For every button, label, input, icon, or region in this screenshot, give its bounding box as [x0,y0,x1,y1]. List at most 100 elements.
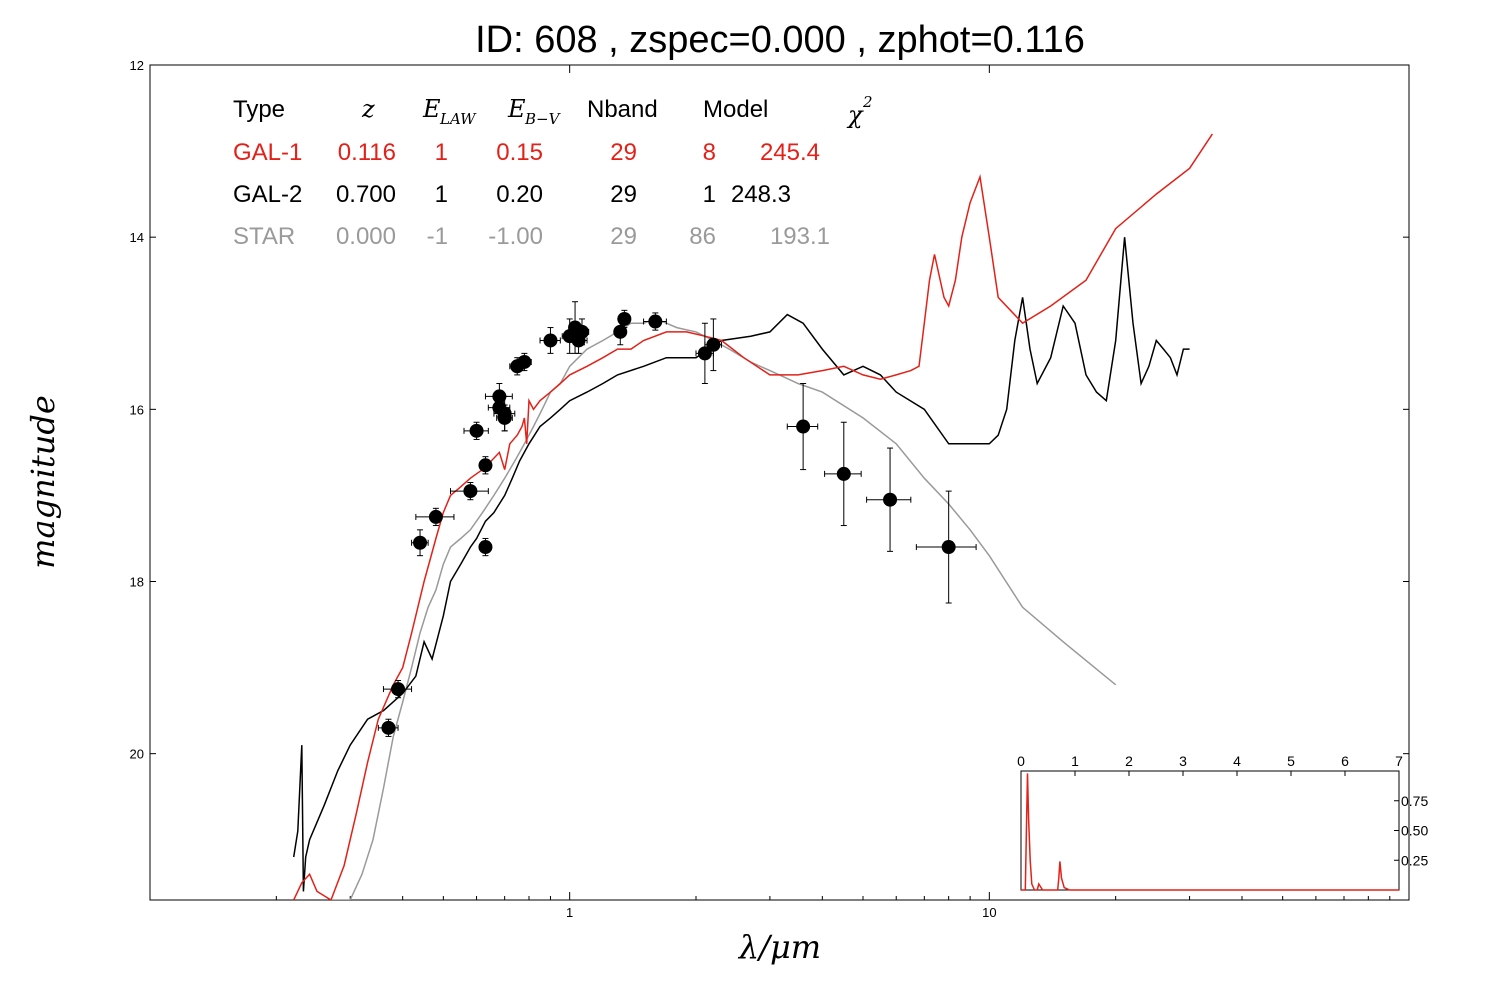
photometry-point [786,383,819,471]
inset-x-tick-label: 1 [1071,753,1079,769]
data-point-marker [478,458,493,473]
data-point-marker [648,314,663,329]
photometry-point [478,456,493,475]
data-point-marker [428,509,443,524]
table-header-z: z [361,95,375,123]
table-cell-nband: 29 [610,139,637,166]
data-point-marker [796,419,811,434]
inset-axis-ticks: 0 1 2 3 4 5 6 7 0.25 0.50 0.75 [1017,753,1428,868]
data-point-marker [706,337,721,352]
model-sed-lines [292,133,1214,900]
table-cell-z: 0.700 [336,181,396,208]
table-cell-type: STAR [233,223,295,250]
table-cell-elaw: 1 [435,139,448,166]
data-point-marker [391,682,406,697]
photometry-point [704,318,722,372]
data-point-marker [574,324,589,339]
table-cell-z: 0.000 [336,223,396,250]
inset-x-tick-label: 0 [1017,753,1025,769]
photometry-point [915,490,977,604]
data-point-marker [463,484,478,499]
data-point-marker [497,410,512,425]
inset-x-tick-label: 6 [1341,753,1349,769]
data-point-marker [492,389,507,404]
photometry-point [617,309,632,329]
photometry-point [539,327,561,354]
chart-title: ID: 608 , zspec=0.000 , zphot=0.116 [475,19,1085,61]
data-point-marker [469,423,484,438]
table-header-model: Model [703,96,768,123]
inset-x-tick-label: 3 [1179,753,1187,769]
inset-y-tick-label: 0.50 [1401,823,1428,839]
table-header-chi2: χ 2 [846,93,873,129]
photometry-point [478,537,493,557]
y-tick-label: 12 [130,58,144,73]
photometry-point [574,318,590,346]
photometry-point [516,352,532,372]
table-row: GAL-1 0.116 1 0.15 29 8 245.4 [233,139,820,166]
table-cell-elaw: 1 [435,181,448,208]
table-cell-type: GAL-2 [233,181,302,208]
y-tick-label: 14 [130,230,144,245]
photometry-point [463,421,489,440]
svg-text:E: E [422,95,441,123]
table-header-ebv: E B−V [507,95,562,128]
inset-pdf-line [1021,773,1399,891]
sed-line-gal-1 [293,133,1214,900]
photometry-point [449,482,489,501]
table-cell-type: GAL-1 [233,139,302,166]
table-header-elaw: E LAW [422,95,477,128]
inset-x-tick-label: 4 [1233,753,1241,769]
table-cell-ebv: 0.20 [496,181,543,208]
table-rows: GAL-1 0.116 1 0.15 29 8 245.4 GAL-2 0.700 1 0.20 29… [233,139,830,250]
y-axis-label: magnitude [24,395,62,569]
photometry-point [824,421,862,527]
photometry-point [411,529,429,557]
data-point-marker [613,324,628,339]
table-cell-chi2: 245.4 [760,139,820,166]
data-point-marker [478,540,493,555]
y-tick-label: 20 [130,747,144,762]
svg-text:χ: χ [846,101,864,129]
redshift-pdf-inset: 0 1 2 3 4 5 6 7 0.25 0.50 0.75 [1017,753,1428,891]
fit-summary-table: Type z E LAW E B−V Nband Model χ 2 GAL-1… [233,93,873,250]
svg-text:2: 2 [862,93,873,111]
table-row: GAL-2 0.700 1 0.20 29 1 248.3 [233,181,791,208]
y-tick-label: 16 [130,402,144,417]
table-cell-nband: 29 [610,223,637,250]
data-point-marker [413,535,428,550]
svg-text:B−V: B−V [524,110,562,128]
svg-text:LAW: LAW [439,110,477,128]
table-cell-elaw: -1 [427,223,448,250]
inset-frame [1020,770,1400,891]
x-tick-label: 1 [566,905,573,920]
photometry-points [377,301,977,737]
table-header-nband: Nband [587,96,658,123]
photometry-point [695,322,714,385]
data-point-marker [517,354,532,369]
table-cell-model: 8 [703,139,716,166]
photometry-point [643,312,667,331]
x-axis-label: λ/μm [737,928,821,966]
table-cell-chi2: 193.1 [770,223,830,250]
inset-y-tick-label: 0.75 [1401,793,1428,809]
table-cell-z: 0.116 [338,139,396,166]
x-tick-label: 10 [982,905,996,920]
data-point-marker [883,492,898,507]
table-cell-chi2: 248.3 [731,181,791,208]
sed-line-star [331,318,1117,900]
table-cell-model: 1 [703,181,716,208]
svg-text:E: E [507,95,526,123]
table-row: STAR 0.000 -1 -1.00 29 86 193.1 [233,223,830,250]
table-cell-ebv: 0.15 [496,139,543,166]
table-header-type: Type [233,96,285,123]
inset-y-tick-label: 0.25 [1401,852,1428,868]
photometry-point [382,679,413,699]
data-point-marker [836,466,851,481]
photometry-point [866,447,912,552]
inset-pdf-curve [1021,773,1399,891]
inset-x-tick-label: 5 [1287,753,1295,769]
table-cell-model: 86 [689,223,716,250]
